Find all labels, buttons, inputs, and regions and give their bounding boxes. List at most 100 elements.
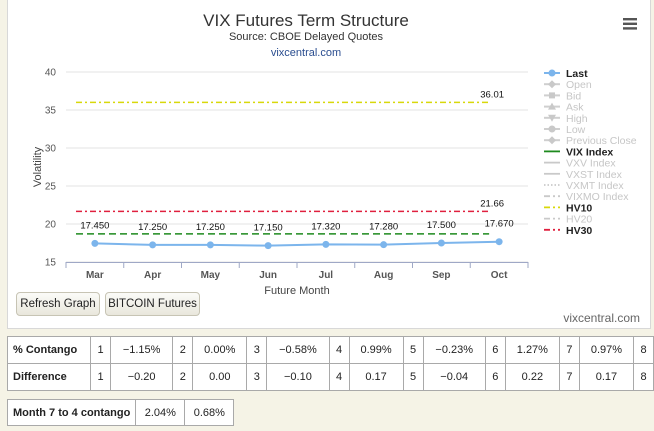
x-axis-title: Future Month (264, 285, 329, 297)
legend-item[interactable]: HV20 (544, 214, 592, 226)
x-tick-label: Jun (259, 270, 277, 281)
contango-value: 0.00 (192, 363, 248, 391)
legend-item[interactable]: VXST Index (544, 169, 623, 181)
series-line-last (94, 240, 500, 247)
contango-index: 2 (172, 336, 194, 364)
legend-marker (548, 114, 556, 122)
legend-label: VXMT Index (566, 180, 624, 192)
contango-index: 6 (484, 336, 506, 364)
contango-value: −0.23% (422, 336, 486, 364)
legend-label: High (566, 113, 588, 125)
month-contango-label: Month 7 to 4 contango (6, 399, 137, 426)
y-tick-label: 15 (45, 258, 57, 269)
chart-subtitle: Source: CBOE Delayed Quotes (229, 31, 384, 43)
legend-label: VIX Index (566, 146, 613, 158)
legend-item[interactable]: HV30 (544, 225, 592, 237)
refresh-graph-button[interactable]: Refresh Graph (16, 292, 100, 316)
contango-index: 4 (328, 363, 350, 391)
contango-row-label: % Contango (7, 336, 91, 364)
x-tick-label: May (201, 270, 221, 281)
legend-label: VXV Index (566, 158, 616, 170)
legend-label: VIXMO Index (566, 191, 629, 203)
legend-marker (548, 136, 556, 145)
month-contango-value: 2.04% (135, 399, 186, 426)
y-tick-label: 30 (45, 144, 57, 155)
term-structure-chart: VIX Futures Term Structure Source: CBOE … (32, 11, 637, 297)
legend-label: HV10 (566, 202, 592, 214)
legend-label: Low (566, 124, 586, 136)
contango-value: −0.04 (422, 363, 486, 391)
legend-item[interactable]: High (544, 113, 588, 125)
legend-item[interactable]: Previous Close (544, 135, 637, 147)
footer-credit: vixcentral.com (563, 311, 640, 325)
chart-title: VIX Futures Term Structure (203, 11, 409, 30)
data-label: 17.670 (485, 219, 514, 230)
data-label: 17.320 (311, 221, 340, 232)
legend-label: VXST Index (566, 169, 623, 181)
contango-index: 7 (558, 336, 580, 364)
data-point (495, 238, 503, 246)
x-tick-label: Sep (432, 270, 450, 281)
contango-value: −0.20 (109, 363, 174, 391)
contango-value: 0.00% (192, 336, 248, 364)
data-label: 17.450 (80, 220, 109, 231)
month-contango-value: 0.68% (184, 399, 235, 426)
hamburger-menu-icon[interactable] (623, 18, 637, 30)
x-tick-label: Jul (319, 270, 334, 281)
legend-item[interactable]: Last (544, 68, 588, 80)
contango-index: 8 (633, 363, 654, 391)
data-point (380, 241, 388, 249)
legend-marker (548, 102, 556, 110)
contango-index: 5 (402, 336, 424, 364)
legend-marker (549, 92, 555, 99)
legend-item[interactable]: Ask (544, 102, 584, 114)
legend-label: Previous Close (566, 135, 637, 147)
contango-index: 1 (90, 336, 111, 364)
data-point (322, 240, 330, 248)
chart-panel: VIX Futures Term Structure Source: CBOE … (7, 0, 651, 329)
contango-value: 0.22 (504, 363, 560, 391)
data-label: 17.150 (254, 223, 283, 234)
data-label: 17.280 (369, 222, 398, 233)
chart-credit-link[interactable]: vixcentral.com (271, 47, 341, 59)
x-tick-label: Aug (374, 270, 393, 281)
x-tick-label: Mar (86, 270, 104, 281)
legend-item[interactable]: Open (544, 79, 592, 91)
legend-item[interactable]: VXMT Index (544, 180, 624, 192)
legend-marker (548, 69, 556, 77)
y-tick-label: 25 (45, 182, 57, 193)
bitcoin-futures-button[interactable]: BITCOIN Futures (105, 292, 200, 316)
contango-index: 5 (402, 363, 424, 391)
x-tick-label: Oct (491, 270, 508, 281)
data-label: 17.500 (427, 220, 456, 231)
data-point (206, 241, 214, 249)
contango-row-label: Difference (7, 363, 91, 391)
legend-item[interactable]: VIXMO Index (544, 191, 629, 203)
contango-value: 0.17 (578, 363, 635, 391)
legend-item[interactable]: VXV Index (544, 158, 616, 170)
legend-item[interactable]: VIX Index (544, 146, 613, 158)
contango-value: 0.99% (348, 336, 404, 364)
contango-index: 6 (484, 363, 506, 391)
data-point (149, 241, 157, 249)
contango-index: 4 (328, 336, 350, 364)
contango-value: 0.17 (348, 363, 404, 391)
contango-value: −0.10 (266, 363, 330, 391)
reference-line-label: 21.66 (480, 198, 504, 209)
legend-item[interactable]: HV10 (544, 202, 592, 214)
contango-value: −0.58% (266, 336, 330, 364)
legend-item[interactable]: Bid (544, 90, 581, 102)
legend-marker (548, 125, 556, 133)
month-contango-table: Month 7 to 4 contango 2.04% 0.68% (6, 399, 235, 426)
contango-index: 7 (558, 363, 580, 391)
legend-label: Ask (566, 102, 584, 114)
contango-index: 2 (172, 363, 194, 391)
contango-row: % Contango 1 −1.15% 2 0.00% 3 −0.58% 4 0.99% 5 −0.… (7, 336, 654, 364)
data-point (91, 239, 99, 247)
legend-item[interactable]: Low (544, 124, 586, 136)
legend-label: Open (566, 79, 592, 91)
legend-label: HV30 (566, 225, 592, 237)
contango-value: 1.27% (504, 336, 560, 364)
data-label: 17.250 (196, 222, 225, 233)
y-axis-title: Volatility (32, 146, 44, 187)
